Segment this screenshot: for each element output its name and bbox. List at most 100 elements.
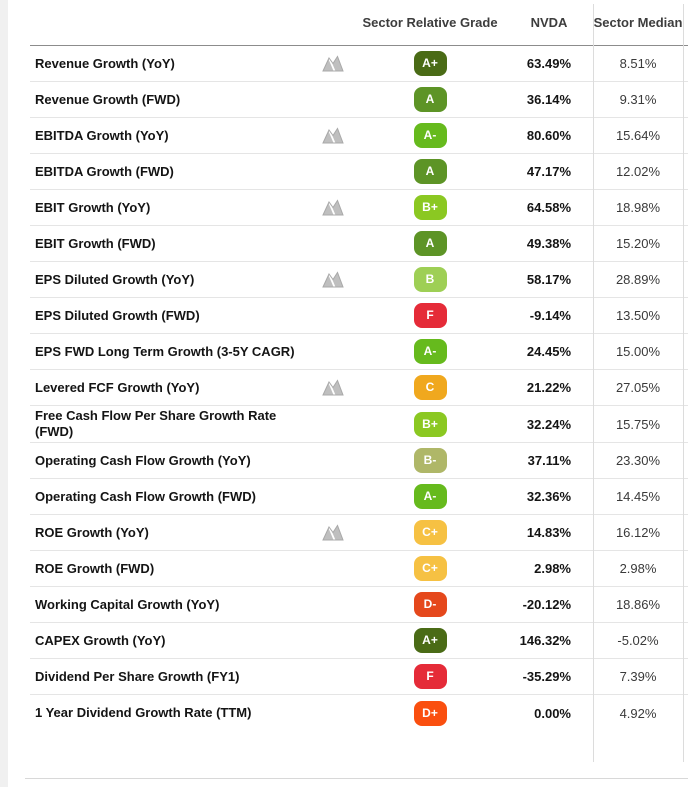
metric-label: Revenue Growth (FWD) xyxy=(35,91,181,107)
grade-badge: F xyxy=(413,664,447,689)
chart-icon-cell xyxy=(310,55,355,72)
table-row: EBITDA Growth (YoY) A- 80.60% 15.64% xyxy=(30,118,688,154)
table-body: Revenue Growth (YoY) A+ 63.49% 8.51% Rev… xyxy=(0,46,688,731)
nvda-value: 80.60% xyxy=(526,128,571,143)
area-chart-icon[interactable] xyxy=(321,127,344,144)
chart-icon-cell xyxy=(310,343,355,360)
table-row: Revenue Growth (FWD) A 36.14% 9.31% xyxy=(30,82,688,118)
chart-icon-cell xyxy=(310,271,355,288)
nvda-value: -20.12% xyxy=(522,597,571,612)
grade-cell: A- xyxy=(355,123,505,148)
chart-icon-cell xyxy=(310,91,355,108)
grade-cell: B+ xyxy=(355,411,505,437)
grade-cell: A+ xyxy=(355,628,505,653)
area-chart-icon[interactable] xyxy=(321,379,344,396)
table-row: EPS Diluted Growth (FWD) F -9.14% 13.50% xyxy=(30,298,688,334)
nvda-value: 24.45% xyxy=(526,344,571,359)
sector-median-value: 15.00% xyxy=(615,344,661,359)
table-row: ROE Growth (YoY) C+ 14.83% 16.12% xyxy=(30,515,688,551)
metric-label: Dividend Per Share Growth (FY1) xyxy=(35,668,240,684)
grade-badge: C+ xyxy=(413,556,447,581)
chart-icon-cell xyxy=(310,235,355,252)
nvda-value: 32.36% xyxy=(526,489,571,504)
grade-cell: D- xyxy=(355,592,505,617)
table-row: EBITDA Growth (FWD) A 47.17% 12.02% xyxy=(30,154,688,190)
chart-icon-cell xyxy=(310,307,355,324)
sector-median-value: 16.12% xyxy=(615,525,661,540)
grade-cell: A- xyxy=(355,484,505,509)
sector-median-value: 28.89% xyxy=(615,272,661,287)
sector-median-value: 12.02% xyxy=(615,164,661,179)
metric-label: EBITDA Growth (FWD) xyxy=(35,163,174,179)
nvda-value: 64.58% xyxy=(526,200,571,215)
chart-icon-cell xyxy=(310,199,355,216)
sector-median-value: 13.50% xyxy=(615,308,661,323)
chart-icon-cell xyxy=(310,163,355,180)
grade-badge: A- xyxy=(413,123,447,148)
chart-icon-cell xyxy=(310,596,355,613)
table-bottom-border xyxy=(25,778,688,779)
nvda-value: 32.24% xyxy=(526,416,571,432)
table-row: EPS FWD Long Term Growth (3-5Y CAGR) A- … xyxy=(30,334,688,370)
chart-icon-cell xyxy=(310,452,355,469)
metric-label: EPS Diluted Growth (FWD) xyxy=(35,307,200,323)
sector-median-value: 27.05% xyxy=(615,380,661,395)
nvda-value: 21.22% xyxy=(526,380,571,395)
grade-badge: A+ xyxy=(413,51,447,76)
grade-cell: D+ xyxy=(355,700,505,726)
growth-grades-table: Sector Relative Grade NVDA Sector Median… xyxy=(0,0,688,731)
sector-median-value: -5.02% xyxy=(617,633,659,648)
table-header-row: Sector Relative Grade NVDA Sector Median xyxy=(30,0,688,46)
grade-badge: A- xyxy=(413,484,447,509)
grade-badge: B xyxy=(413,267,447,292)
sector-median-value: 15.20% xyxy=(615,236,661,251)
nvda-value: 14.83% xyxy=(526,525,571,540)
metric-label: CAPEX Growth (YoY) xyxy=(35,632,166,648)
table-row: Operating Cash Flow Growth (YoY) B- 37.1… xyxy=(30,443,688,479)
table-row: Dividend Per Share Growth (FY1) F -35.29… xyxy=(30,659,688,695)
metric-label: ROE Growth (FWD) xyxy=(35,560,155,576)
grade-badge: A- xyxy=(413,339,447,364)
table-row: Levered FCF Growth (YoY) C 21.22% 27.05% xyxy=(30,370,688,406)
grade-cell: A xyxy=(355,159,505,184)
sector-median-value: 15.64% xyxy=(615,128,661,143)
metric-label: Operating Cash Flow Growth (FWD) xyxy=(35,488,256,504)
grade-badge: C xyxy=(413,375,447,400)
nvda-value: 146.32% xyxy=(519,633,571,648)
sector-median-value: 2.98% xyxy=(619,561,657,576)
grade-cell: B+ xyxy=(355,195,505,220)
metric-label: Free Cash Flow Per Share Growth Rate (FW… xyxy=(35,408,277,439)
grade-cell: A- xyxy=(355,339,505,364)
nvda-value: -35.29% xyxy=(522,669,571,684)
area-chart-icon[interactable] xyxy=(321,271,344,288)
area-chart-icon[interactable] xyxy=(321,199,344,216)
nvda-value: 58.17% xyxy=(526,272,571,287)
grade-badge: C+ xyxy=(413,520,447,545)
grade-cell: C+ xyxy=(355,520,505,545)
metric-label: Revenue Growth (YoY) xyxy=(35,55,175,71)
grade-badge: B+ xyxy=(413,411,447,437)
column-divider-left xyxy=(593,4,594,762)
nvda-value: -9.14% xyxy=(529,308,571,323)
nvda-value: 37.11% xyxy=(527,453,571,468)
sector-median-column-header: Sector Median xyxy=(593,15,683,30)
nvda-value: 36.14% xyxy=(526,92,571,107)
grade-cell: B xyxy=(355,267,505,292)
grade-badge: A xyxy=(413,231,447,256)
chart-icon-cell xyxy=(310,127,355,144)
table-row: Working Capital Growth (YoY) D- -20.12% … xyxy=(30,587,688,623)
sector-median-value: 7.39% xyxy=(619,669,657,684)
grade-cell: F xyxy=(355,303,505,328)
metric-label: EPS FWD Long Term Growth (3-5Y CAGR) xyxy=(35,343,295,359)
nvda-value: 49.38% xyxy=(526,236,571,251)
chart-icon-cell xyxy=(310,705,355,722)
table-row: EPS Diluted Growth (YoY) B 58.17% 28.89% xyxy=(30,262,688,298)
area-chart-icon[interactable] xyxy=(321,55,344,72)
grade-cell: A xyxy=(355,231,505,256)
metric-label: EPS Diluted Growth (YoY) xyxy=(35,271,195,287)
area-chart-icon[interactable] xyxy=(321,524,344,541)
table-row: EBIT Growth (YoY) B+ 64.58% 18.98% xyxy=(30,190,688,226)
grade-badge: D- xyxy=(413,592,447,617)
metric-label: ROE Growth (YoY) xyxy=(35,524,149,540)
grade-cell: F xyxy=(355,664,505,689)
